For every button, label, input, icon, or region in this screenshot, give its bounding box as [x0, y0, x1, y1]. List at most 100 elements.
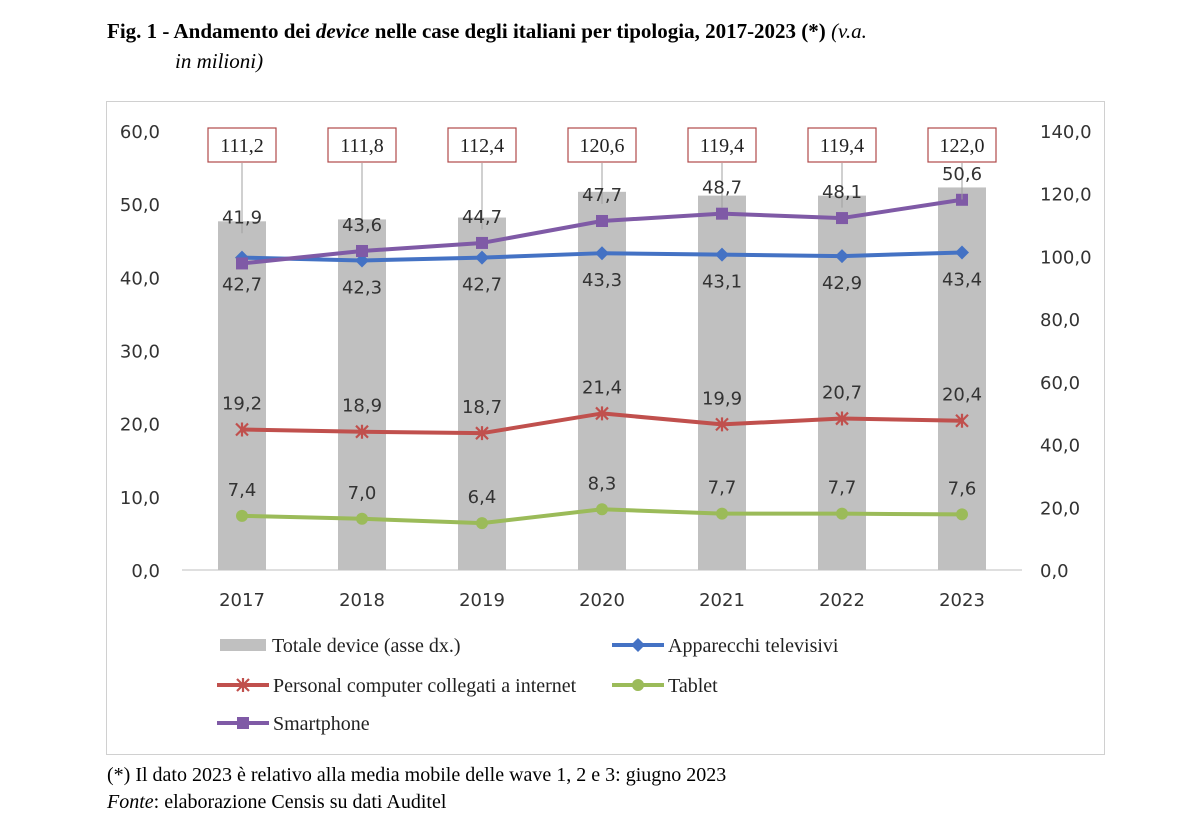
label-layer: 111,2 111,8 112,4 120,6 119,4 119,4 122,0 19,2 1…	[207, 127, 997, 508]
bar-totale-device	[458, 217, 506, 570]
footnote: (*) Il dato 2023 è relativo alla media m…	[107, 762, 726, 816]
x-tick-label: 2018	[339, 590, 385, 611]
axis-layer: 0,0 10,0 20,0 30,0 40,0 50,0 60,0 0,0 20,0 40,0 60…	[120, 122, 1092, 611]
point-marker-square	[956, 193, 968, 206]
data-label-tv: 42,9	[822, 273, 862, 294]
data-label-smartphone: 50,6	[942, 164, 982, 185]
y-right-tick-label: 120,0	[1040, 185, 1092, 206]
point-marker-square	[236, 257, 248, 270]
y-left-tick-label: 0,0	[131, 561, 160, 582]
data-label-pc: 20,4	[942, 385, 982, 406]
x-tick-label: 2022	[819, 590, 865, 611]
data-label-pc: 19,2	[222, 394, 262, 415]
bar-total-label: 119,4	[820, 135, 864, 157]
data-label-tablet: 6,4	[468, 487, 497, 508]
bar-total-label: 120,6	[580, 135, 625, 157]
point-marker-diamond	[595, 246, 609, 261]
y-right-tick-label: 100,0	[1040, 247, 1092, 268]
y-right-tick-label: 80,0	[1040, 310, 1080, 331]
legend-swatch-totale	[220, 639, 266, 651]
data-label-smartphone: 48,7	[702, 178, 742, 199]
point-marker-square	[596, 214, 608, 227]
data-label-tablet: 8,3	[588, 473, 617, 494]
callout-box	[327, 127, 397, 163]
point-marker-diamond	[955, 245, 969, 260]
bar-total-label: 122,0	[940, 135, 985, 157]
point-marker-square	[836, 212, 848, 225]
data-label-pc: 18,7	[462, 397, 502, 418]
y-right-tick-label: 60,0	[1040, 373, 1080, 394]
callout-box	[447, 127, 517, 163]
point-marker-diamond	[631, 638, 645, 652]
point-marker-square	[716, 207, 728, 220]
data-label-pc: 19,9	[702, 388, 742, 409]
point-marker-square	[356, 244, 368, 257]
data-label-tv: 43,3	[582, 270, 622, 291]
y-left-tick-label: 30,0	[120, 342, 160, 363]
point-marker-square	[476, 236, 488, 249]
point-marker-star	[235, 422, 249, 437]
x-tick-label: 2019	[459, 590, 505, 611]
data-label-tablet: 7,0	[348, 483, 377, 504]
data-label-pc: 20,7	[822, 383, 862, 404]
y-right-tick-label: 140,0	[1040, 122, 1092, 143]
data-label-tablet: 7,7	[828, 478, 857, 499]
bar-total-label: 111,8	[340, 135, 384, 157]
bar-total-label: 119,4	[700, 135, 744, 157]
data-label-pc: 18,9	[342, 396, 382, 417]
point-marker-circle	[836, 507, 848, 520]
caption-rest: nelle case degli italiani per tipologia,…	[369, 19, 826, 43]
y-left-tick-label: 10,0	[120, 488, 160, 509]
data-label-tv: 43,4	[942, 269, 982, 290]
figure-caption: Fig. 1 - Andamento dei device nelle case…	[107, 16, 1107, 76]
data-label-tv: 43,1	[702, 272, 742, 293]
point-marker-star	[236, 678, 250, 692]
point-marker-diamond	[835, 249, 849, 264]
data-label-tablet: 7,6	[948, 478, 977, 499]
point-marker-diamond	[475, 250, 489, 265]
callout-box	[567, 127, 637, 163]
data-label-smartphone: 44,7	[462, 207, 502, 228]
x-tick-label: 2021	[699, 590, 745, 611]
data-label-tv: 42,7	[222, 275, 262, 296]
legend-label-tv: Apparecchi televisivi	[668, 635, 839, 657]
point-marker-circle	[356, 512, 368, 525]
point-marker-star	[595, 406, 609, 421]
source-label: Fonte	[107, 791, 154, 813]
data-label-tablet: 7,7	[708, 478, 737, 499]
callout-box	[687, 127, 757, 163]
y-left-tick-label: 40,0	[120, 268, 160, 289]
data-label-smartphone: 43,6	[342, 215, 382, 236]
point-marker-circle	[716, 507, 728, 520]
x-tick-label: 2020	[579, 590, 625, 611]
bar-total-label: 111,2	[220, 135, 264, 157]
bar-total-label: 112,4	[460, 135, 504, 157]
point-marker-star	[715, 417, 729, 432]
point-marker-circle	[632, 679, 644, 691]
callout-box	[207, 127, 277, 163]
point-marker-star	[355, 424, 369, 439]
data-label-pc: 21,4	[582, 377, 622, 398]
source-text: : elaborazione Censis su dati Auditel	[153, 791, 447, 813]
data-label-smartphone: 48,1	[822, 182, 862, 203]
chart-svg: 111,2 111,8 112,4 120,6 119,4 119,4 122,0 19,2 1…	[120, 122, 1092, 735]
y-right-tick-label: 40,0	[1040, 436, 1080, 457]
y-left-tick-label: 20,0	[120, 415, 160, 436]
legend-label-pc: Personal computer collegati a internet	[273, 675, 577, 697]
data-label-smartphone: 41,9	[222, 207, 262, 228]
point-marker-diamond	[355, 253, 369, 268]
caption-emph: device	[315, 19, 370, 43]
legend-label-totale: Totale device (asse dx.)	[272, 635, 461, 657]
point-marker-star	[835, 411, 849, 426]
caption-prefix: Fig. 1 - Andamento dei	[107, 19, 316, 43]
y-right-tick-label: 0,0	[1040, 561, 1069, 582]
point-marker-circle	[476, 517, 488, 530]
data-label-tv: 42,3	[342, 278, 382, 299]
caption-unit-1: (v.a.	[831, 19, 867, 43]
bar-totale-device	[338, 219, 386, 571]
data-label-smartphone: 47,7	[582, 185, 622, 206]
callout-box	[807, 127, 877, 163]
point-marker-square	[237, 717, 249, 729]
point-marker-circle	[596, 503, 608, 516]
caption-unit-2: in milioni)	[175, 49, 264, 73]
